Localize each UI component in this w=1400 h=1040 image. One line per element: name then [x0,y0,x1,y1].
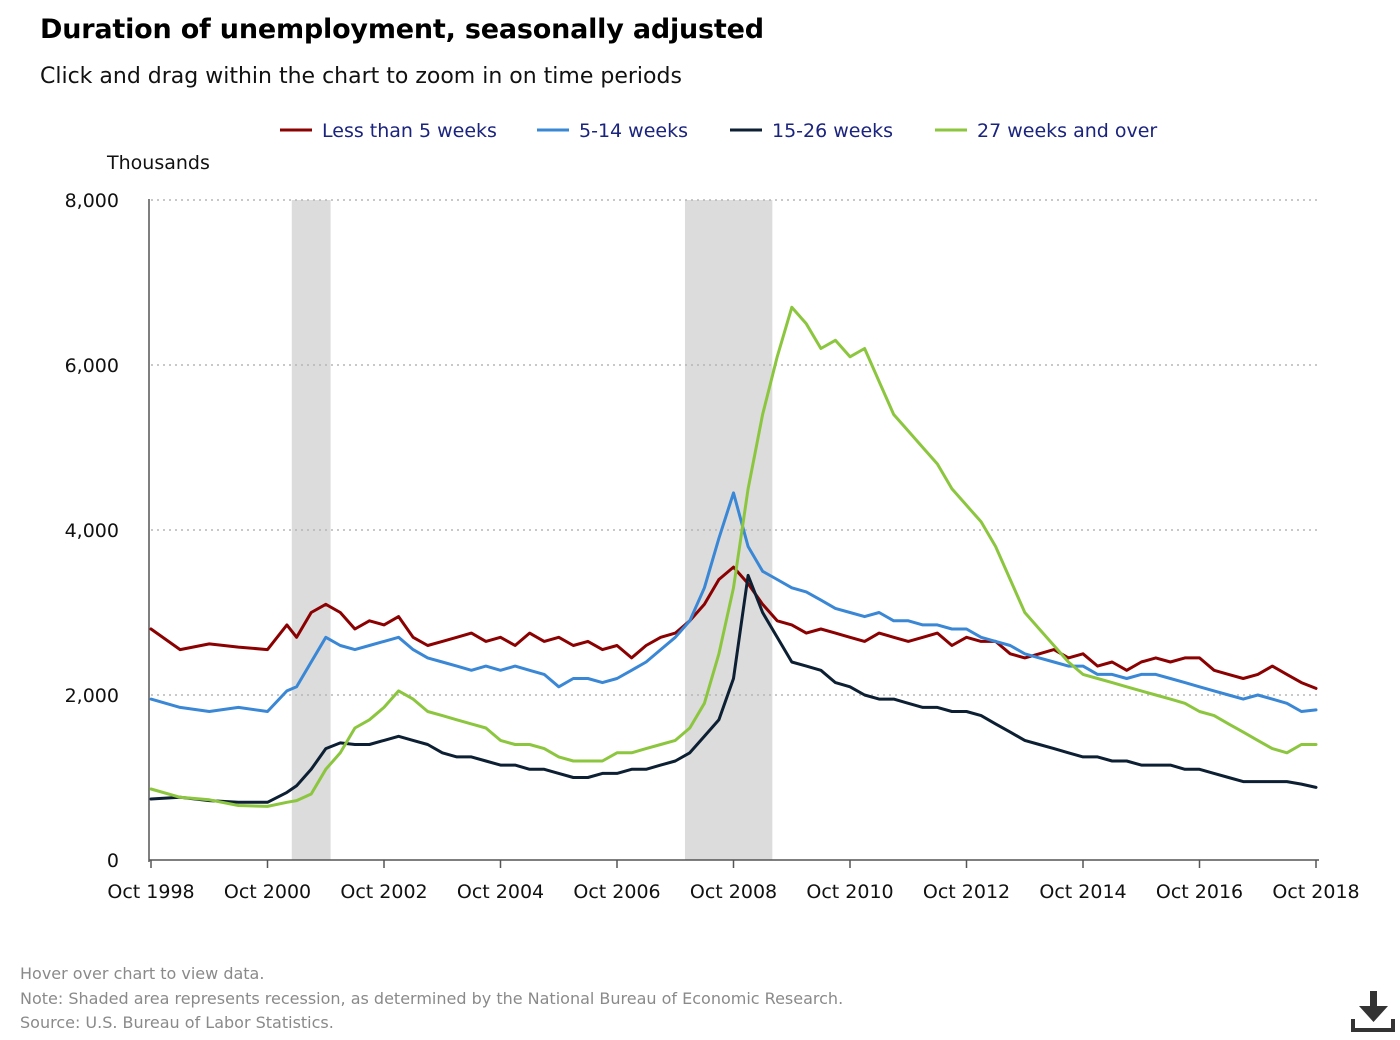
legend-item[interactable]: 15-26 weeks [730,120,893,142]
series-lines[interactable] [149,305,1318,808]
x-tick-label: Oct 2018 [1272,881,1359,903]
chart-title: Duration of unemployment, seasonally adj… [40,14,764,45]
x-tick-label: Oct 1998 [107,881,194,903]
recession-note: Note: Shaded area represents recession, … [20,988,844,1008]
legend-item[interactable]: 27 weeks and over [935,120,1157,142]
legend[interactable]: Less than 5 weeks 5-14 weeks 15-26 weeks 27… [280,120,1157,142]
y-axis-label: Thousands [106,152,210,174]
x-tick-label: Oct 2008 [690,881,777,903]
legend-item[interactable]: Less than 5 weeks [280,120,497,142]
source-note: Source: U.S. Bureau of Labor Statistics. [20,1013,334,1032]
series-line-27-weeks-and-over[interactable] [149,305,1318,808]
y-tick-label: 0 [107,850,119,872]
x-tick-label: Oct 2010 [806,881,893,903]
x-tick-label: Oct 2016 [1156,881,1243,903]
download-icon [1351,991,1395,1032]
legend-label: 27 weeks and over [977,120,1157,142]
series-line-less-than-5-weeks[interactable] [149,565,1318,690]
series-line-15-26-weeks[interactable] [149,573,1318,804]
x-tick-label: Oct 2002 [340,881,427,903]
legend-label: Less than 5 weeks [322,120,497,142]
x-tick-label: Oct 2000 [224,881,311,903]
x-axis-ticks: Oct 1998 Oct 2000 Oct 2002 Oct 2004 Oct 2006… [107,860,1360,903]
x-tick-label: Oct 2006 [573,881,660,903]
download-button[interactable] [1350,990,1396,1034]
x-tick-label: Oct 2004 [457,881,544,903]
y-tick-label: 2,000 [65,685,119,707]
x-tick-label: Oct 2014 [1039,881,1126,903]
y-tick-label: 8,000 [65,190,119,212]
line-chart[interactable]: Thousands 0 2,000 4,000 6,000 8,000 Oct 1998… [0,100,1400,920]
y-tick-label: 4,000 [65,520,119,542]
chart-notes: Hover over chart to view data. Note: Sha… [20,962,843,1036]
y-axis-ticks: 0 2,000 4,000 6,000 8,000 [65,190,119,872]
legend-item[interactable]: 5-14 weeks [537,120,688,142]
x-tick-label: Oct 2012 [923,881,1010,903]
series-line-5-14-weeks[interactable] [149,491,1318,713]
chart-subtitle: Click and drag within the chart to zoom … [40,64,682,89]
recession-bands [291,200,773,860]
recession-band [291,200,331,860]
hover-note: Hover over chart to view data. [20,964,265,983]
legend-label: 5-14 weeks [579,120,688,142]
legend-label: 15-26 weeks [772,120,893,142]
y-tick-label: 6,000 [65,355,119,377]
